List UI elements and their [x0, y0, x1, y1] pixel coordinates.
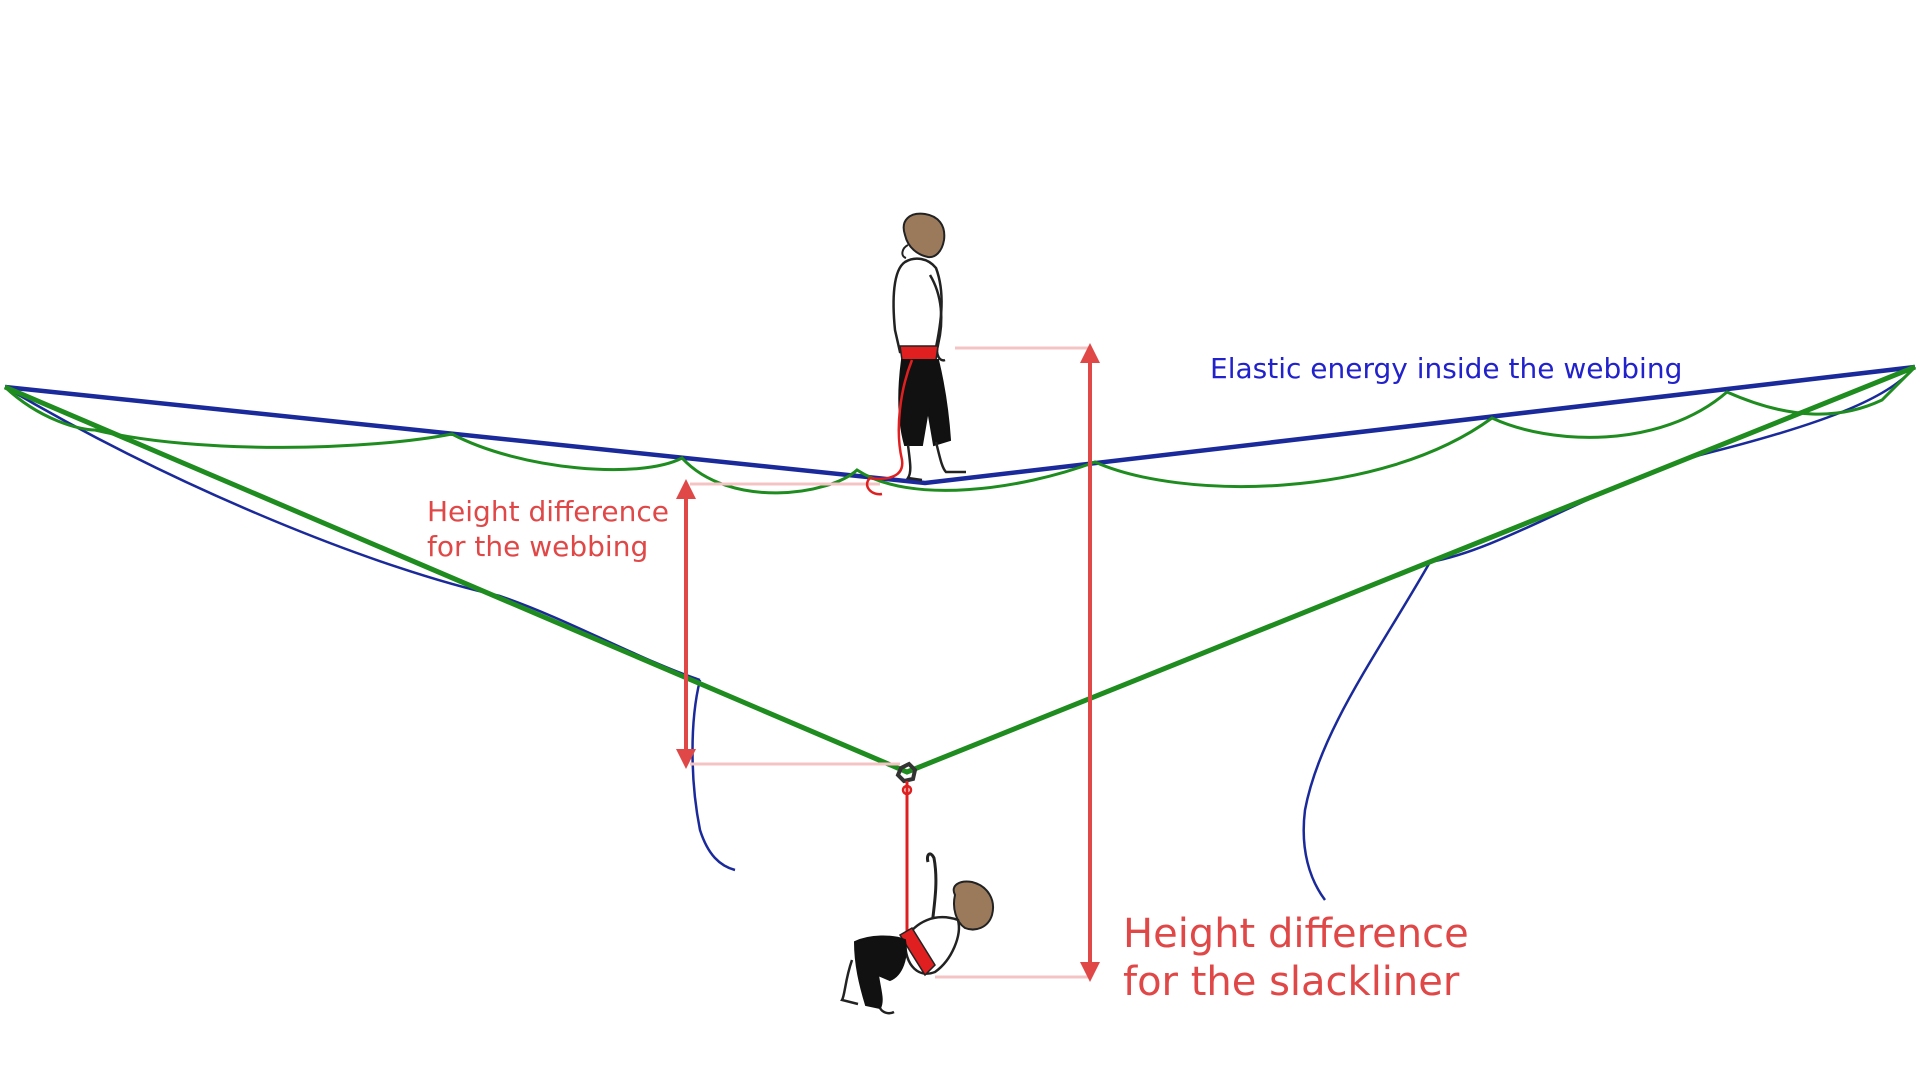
slackliner-height-label-line2: for the slackliner — [1123, 959, 1460, 1005]
leash-line-fallen — [4, 364, 1916, 775]
webbing-loose-tail-right — [1302, 561, 1432, 901]
webbing-height-label-line1: Height difference — [427, 495, 670, 528]
elastic-energy-label: Elastic energy inside the webbing — [1210, 352, 1683, 385]
webbing-taut-line — [4, 364, 1916, 486]
leash-loops-taut — [3, 365, 1917, 495]
leash-knot-icon — [901, 784, 913, 796]
slackliner-standing-figure — [865, 212, 966, 496]
slackliner-fallen-figure — [840, 852, 994, 1015]
webbing-height-label: Height difference for the webbing — [427, 494, 669, 564]
leash-ring-icon — [895, 761, 918, 784]
slackliner-height-label-line1: Height difference — [1123, 911, 1469, 957]
webbing-loose-tail-left — [691, 679, 736, 872]
webbing-height-label-line2: for the webbing — [427, 530, 649, 563]
slackliner-height-label: Height difference for the slackliner — [1123, 910, 1469, 1006]
